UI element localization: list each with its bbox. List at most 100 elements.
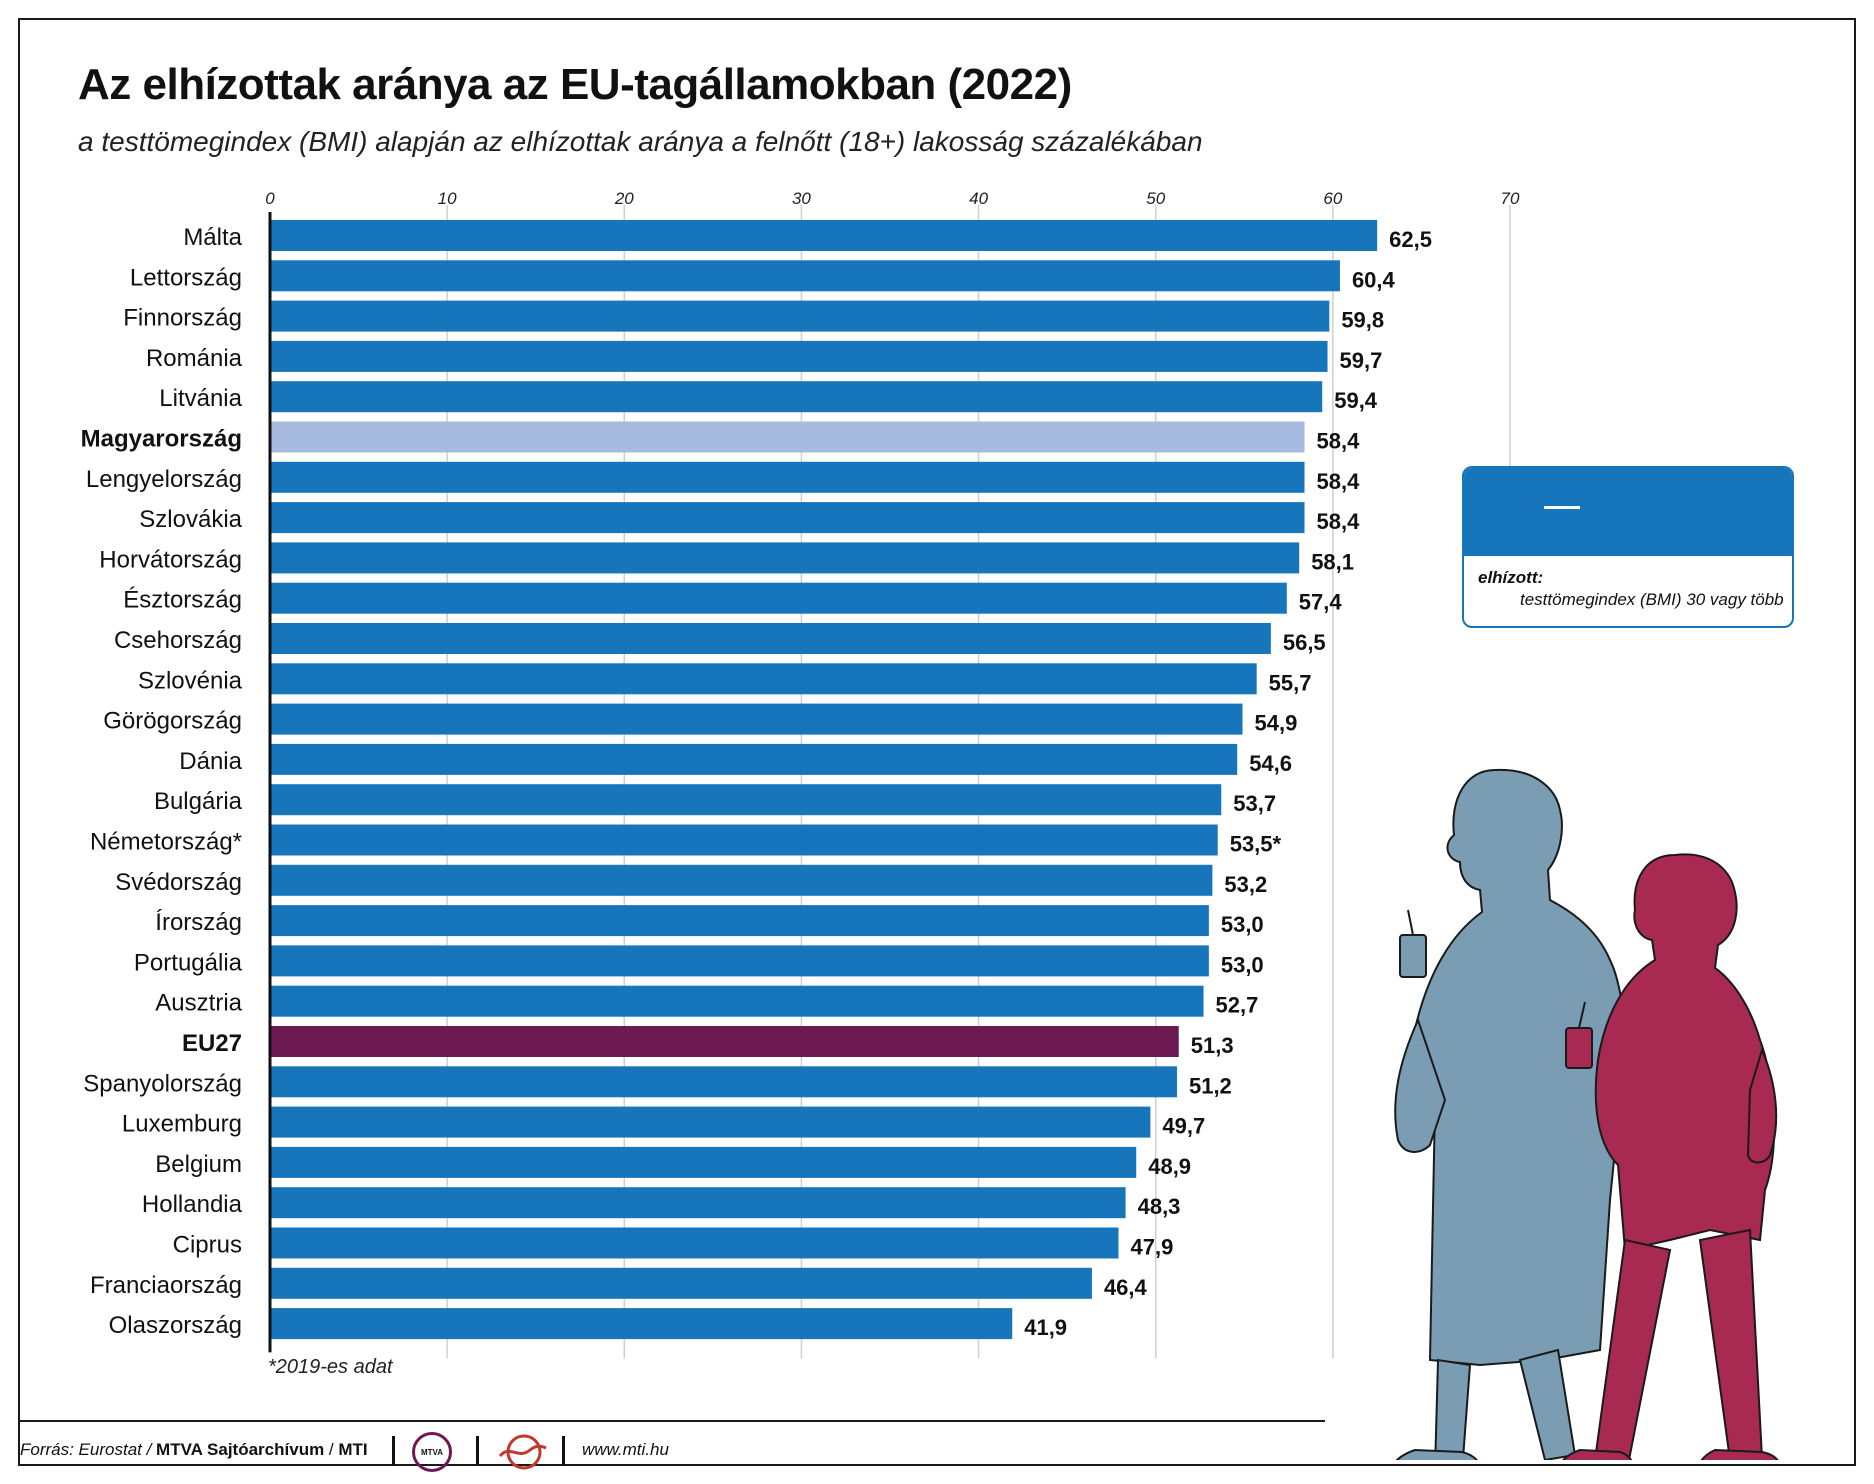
footer-separator bbox=[392, 1436, 395, 1466]
category-label: Lengyelország bbox=[86, 466, 242, 493]
category-label: Németország* bbox=[90, 829, 242, 856]
mti-logo bbox=[498, 1434, 547, 1470]
value-labels: 62,5 60,4 59,8 59,7 59,4 58,4 58,4 58,4 58,1 57,4… bbox=[1024, 227, 1432, 1340]
value-label: 53,2 bbox=[1224, 872, 1267, 897]
bar bbox=[270, 945, 1209, 977]
value-label: 58,4 bbox=[1317, 429, 1361, 454]
category-label: Horvátország bbox=[99, 546, 242, 573]
value-label: 57,4 bbox=[1299, 590, 1343, 615]
bar bbox=[270, 1066, 1177, 1098]
source-archive: MTVA Sajtóarchívum bbox=[156, 1440, 325, 1459]
bar bbox=[270, 1026, 1179, 1057]
bar bbox=[270, 340, 1328, 372]
value-label: 53,0 bbox=[1221, 952, 1264, 977]
category-label: Málta bbox=[183, 224, 242, 251]
bar bbox=[270, 461, 1305, 493]
value-label: 47,9 bbox=[1131, 1235, 1174, 1260]
footer-separator bbox=[562, 1436, 565, 1466]
footer-separator bbox=[476, 1436, 479, 1466]
value-label: 62,5 bbox=[1389, 227, 1432, 252]
legend-term: elhízott: bbox=[1478, 568, 1544, 587]
value-label: 58,4 bbox=[1317, 509, 1361, 534]
tick-label: 20 bbox=[614, 189, 634, 208]
value-label: 53,5* bbox=[1230, 832, 1282, 857]
value-label: 54,6 bbox=[1249, 751, 1292, 776]
legend: elhízott: testtömegindex (BMI) 30 vagy t… bbox=[1462, 466, 1794, 628]
bar bbox=[270, 784, 1222, 816]
category-label: Magyarország bbox=[81, 426, 242, 453]
value-label: 41,9 bbox=[1024, 1315, 1067, 1340]
value-label: 48,3 bbox=[1138, 1194, 1181, 1219]
category-label: Románia bbox=[146, 345, 243, 372]
value-label: 51,2 bbox=[1189, 1073, 1232, 1098]
bar bbox=[270, 1227, 1119, 1259]
category-label: Luxemburg bbox=[122, 1111, 242, 1138]
value-label: 53,0 bbox=[1221, 912, 1264, 937]
bar bbox=[270, 864, 1213, 896]
category-label: Franciaország bbox=[90, 1272, 242, 1299]
value-label: 52,7 bbox=[1216, 993, 1259, 1018]
grid-lines bbox=[446, 205, 1511, 1359]
category-label: Szlovénia bbox=[138, 667, 243, 694]
bar bbox=[270, 1267, 1092, 1299]
tick-label: 70 bbox=[1501, 189, 1520, 208]
chart-title: Az elhízottak aránya az EU-tagállamokban… bbox=[78, 60, 1072, 109]
value-label: 54,9 bbox=[1255, 711, 1298, 736]
tick-label: 40 bbox=[969, 189, 988, 208]
bar bbox=[270, 663, 1257, 695]
source-prefix: Forrás: Eurostat / bbox=[20, 1440, 157, 1459]
category-label: Görögország bbox=[103, 708, 242, 735]
category-label: Szlovákia bbox=[139, 506, 242, 533]
bar bbox=[270, 421, 1305, 453]
category-label: Svédország bbox=[115, 869, 242, 896]
bar bbox=[270, 502, 1305, 534]
value-label: 49,7 bbox=[1162, 1114, 1205, 1139]
bar bbox=[270, 381, 1323, 413]
bar bbox=[270, 743, 1238, 775]
tick-label: 50 bbox=[1146, 189, 1165, 208]
mtva-logo: MTVA bbox=[412, 1432, 452, 1472]
category-label: Spanyolország bbox=[83, 1070, 242, 1097]
website-link[interactable]: www.mti.hu bbox=[582, 1440, 669, 1459]
value-label: 59,4 bbox=[1334, 388, 1378, 413]
tick-label: 60 bbox=[1323, 189, 1342, 208]
category-label: Finnország bbox=[123, 305, 242, 332]
bar bbox=[270, 623, 1271, 654]
legend-dash bbox=[1544, 506, 1580, 509]
value-label: 60,4 bbox=[1352, 267, 1396, 292]
chart-subtitle: a testtömegindex (BMI) alapján az elhízo… bbox=[78, 126, 1203, 157]
value-label: 58,4 bbox=[1317, 469, 1361, 494]
bar bbox=[270, 1106, 1151, 1138]
value-label: 59,8 bbox=[1341, 308, 1384, 333]
footer-rule bbox=[20, 1420, 1325, 1422]
category-label: Ciprus bbox=[173, 1232, 242, 1259]
x-axis-ticks: 0 10 20 30 40 50 60 70 bbox=[265, 189, 1520, 208]
value-label: 53,7 bbox=[1233, 791, 1276, 816]
bar bbox=[270, 1146, 1137, 1178]
tick-label: 30 bbox=[792, 189, 811, 208]
legend-description: testtömegindex (BMI) 30 vagy több bbox=[1520, 590, 1784, 609]
bar bbox=[270, 582, 1287, 614]
source-separator: / bbox=[324, 1440, 339, 1459]
category-label: Észtország bbox=[123, 587, 242, 614]
category-labels: Málta Lettország Finnország Románia Litvánia… bbox=[81, 224, 243, 1339]
bars bbox=[270, 220, 1378, 1340]
category-label: Bulgária bbox=[154, 788, 243, 815]
source-mti: MTI bbox=[338, 1440, 368, 1459]
category-label: Portugália bbox=[134, 949, 243, 976]
bar bbox=[270, 220, 1378, 251]
value-label: 51,3 bbox=[1191, 1033, 1234, 1058]
category-label: Dánia bbox=[179, 748, 242, 775]
bar bbox=[270, 1308, 1013, 1340]
category-label: Csehország bbox=[114, 627, 242, 654]
tick-label: 10 bbox=[438, 189, 457, 208]
bar bbox=[270, 905, 1209, 937]
footnote: *2019-es adat bbox=[268, 1356, 393, 1378]
woman-figure bbox=[1562, 853, 1779, 1460]
category-label: EU27 bbox=[182, 1030, 242, 1057]
category-label: Ausztria bbox=[155, 990, 242, 1017]
bar bbox=[270, 703, 1243, 735]
tick-label: 0 bbox=[265, 189, 275, 208]
category-label: Lettország bbox=[130, 264, 242, 291]
